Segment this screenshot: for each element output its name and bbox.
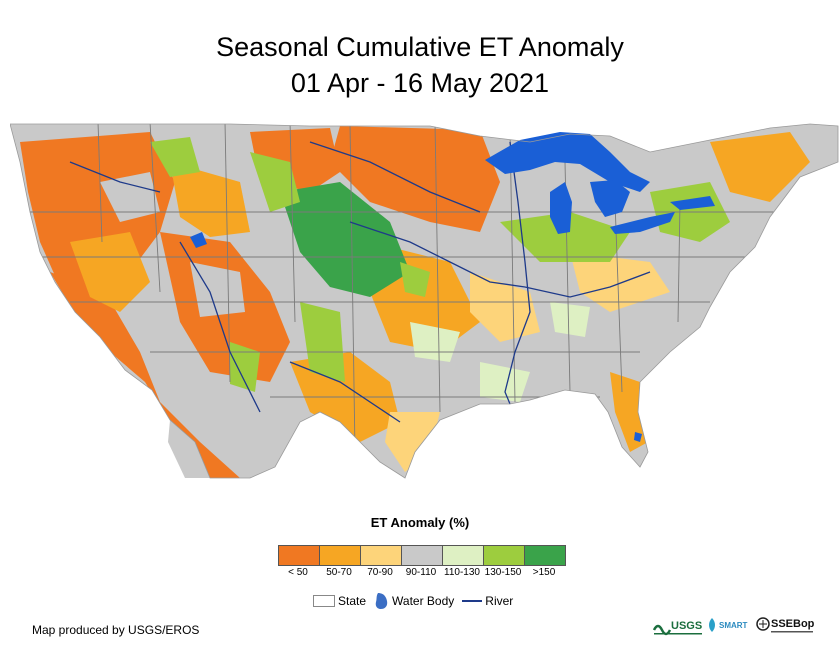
map-date-range: 01 Apr - 16 May 2021 (290, 68, 550, 98)
state-key-icon (313, 595, 335, 607)
river-key-icon (462, 600, 483, 602)
map-title: Seasonal Cumulative ET Anomaly (216, 32, 624, 62)
ssebop-logo: SSEBop (756, 617, 815, 633)
legend-swatch (524, 546, 565, 565)
legend-class-label: 50-70 (326, 567, 352, 578)
usgs-logo: USGS (652, 620, 702, 636)
svg-text:SSEBop: SSEBop (771, 618, 815, 630)
legend-class-label: 110-130 (444, 567, 480, 578)
legend-class-label: 90-110 (405, 567, 437, 578)
water-body-key-icon (375, 593, 388, 609)
lake-ontario (670, 196, 715, 210)
legend-class-labels: < 50 50-70 70-90 90-110 110-130 130-150 >150 (278, 567, 564, 581)
baja-land (168, 420, 210, 478)
lake-okeechobee (634, 432, 642, 442)
map-key: State Water Body River (313, 592, 513, 610)
et-anomaly-map (10, 122, 840, 482)
legend-class-label: 70-90 (367, 567, 393, 578)
legend-class-label: < 50 (288, 567, 308, 578)
svg-text:SMART: SMART (719, 621, 748, 630)
legend-class-label: 130-150 (484, 567, 522, 578)
lake-michigan (550, 182, 572, 234)
water-bodies (190, 132, 715, 442)
lake-huron (590, 180, 630, 217)
water-body-key-label: Water Body (392, 594, 455, 608)
rivers (69, 141, 651, 423)
map-credit: Map produced by USGS/EROS (32, 623, 200, 637)
legend-class-label: >150 (532, 567, 556, 578)
legend-swatch (401, 546, 442, 565)
legend-swatch (319, 546, 360, 565)
great-salt-lake (190, 232, 207, 248)
legend-title: ET Anomaly (%) (370, 515, 470, 530)
agency-logos: USGS SMART SSEBop (652, 612, 816, 638)
legend-swatch (483, 546, 524, 565)
legend-color-bar (278, 545, 566, 566)
smart-logo: SMART (709, 618, 748, 632)
legend-swatch (279, 546, 319, 565)
legend-swatch (442, 546, 483, 565)
lake-erie (610, 212, 675, 234)
state-key-label: State (338, 594, 367, 608)
lake-superior (485, 132, 650, 192)
river-key-label: River (485, 594, 514, 608)
legend-swatch (360, 546, 401, 565)
svg-text:USGS: USGS (671, 620, 702, 632)
